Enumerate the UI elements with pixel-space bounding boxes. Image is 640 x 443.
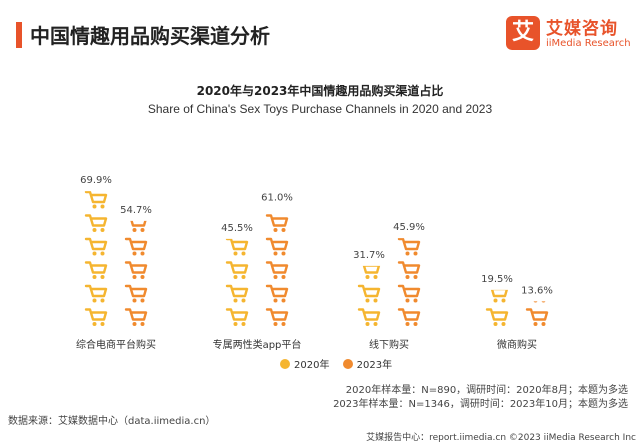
cart-icon [265,261,289,279]
bar-2020-0 [84,191,108,326]
cart-icon [84,214,108,232]
data-label-2020-0: 69.9% [80,175,112,186]
category-label-0: 综合电商平台购买 [76,338,156,351]
cart-icon [84,191,108,209]
legend-swatch-2020 [280,359,290,369]
bar-2020-3 [485,289,509,326]
logo-icon: 艾 [506,16,540,50]
data-label-2020-1: 45.5% [221,223,253,234]
bar-2023-1 [265,214,289,326]
sample-note-2023: 2023年样本量：N=1346，调研时间：2023年10月；本题为多选 [333,399,628,410]
category-label-3: 微商购买 [497,338,537,351]
legend-label-2023: 2023年 [356,360,393,371]
sample-notes: 2020年样本量：N=890，调研时间：2020年8月；本题为多选 2023年样… [333,384,628,412]
legend: 2020年 2023年 [280,356,402,371]
category-label-2: 线下购买 [369,338,409,351]
category-label-1: 专属两性类app平台 [213,338,302,351]
cart-icon [533,301,546,303]
cart-icon [124,237,148,256]
logo-name-cn: 艾媒咨询 [546,19,618,39]
cart-icon [124,308,148,326]
cart-icon [225,261,249,279]
cart-icon [357,308,381,326]
data-label-2023-1: 61.0% [261,193,293,204]
legend-item-2020: 2020年 [280,356,329,371]
cart-icon [397,238,421,256]
chart-title: 2020年与2023年中国情趣用品购买渠道占比 [196,84,444,98]
cart-icon [124,261,148,279]
cart-icon [397,284,421,303]
legend-label-2020: 2020年 [294,360,330,371]
legend-item-2023: 2023年 [342,356,393,371]
page-title: 中国情趣用品购买渠道分析 [30,24,270,48]
cart-icon [84,308,108,326]
bar-2020-1 [225,238,249,326]
chart-subtitle: Share of China's Sex Toys Purchase Chann… [147,102,493,116]
cart-icon [525,308,549,326]
report-center-line: 艾媒报告中心：report.iimedia.cn ©2023 iiMedia R… [366,433,636,443]
cart-icon [130,220,147,232]
bar-2023-2 [397,238,421,326]
cart-icon [225,284,249,303]
cart-icon [265,214,289,232]
data-label-2023-3: 13.6% [521,285,553,296]
logo-name-en: iiMedia Research [546,38,631,49]
bar-2023-3 [525,301,549,326]
data-label-2020-2: 31.7% [353,250,385,261]
data-source: 数据来源：艾媒数据中心（data.iimedia.cn） [8,416,216,427]
cart-icon [84,237,108,256]
title-accent-bar [16,22,22,48]
cart-icon [124,284,148,303]
cart-icon [265,284,289,303]
cart-icon [357,284,381,303]
data-label-2023-2: 45.9% [393,222,425,233]
cart-icon [225,308,249,326]
cart-icon [265,308,289,326]
iimedia-logo: 艾 艾媒咨询 iiMedia Research [506,12,631,58]
cart-icon [265,237,289,256]
cart-icon [84,261,108,279]
cart-icon [362,265,381,279]
sample-note-2020: 2020年样本量：N=890，调研时间：2020年8月；本题为多选 [345,385,628,396]
legend-swatch-2023 [342,359,353,369]
cart-icon [225,238,249,256]
cart-icon [490,289,509,303]
data-label-2023-0: 54.7% [120,205,152,216]
cart-icon [397,261,421,279]
cart-icon [485,308,509,326]
bar-2023-0 [124,220,148,326]
data-label-2020-3: 19.5% [481,274,513,285]
cart-icon [84,284,108,303]
cart-icon [397,308,421,326]
bar-2020-2 [357,265,381,326]
